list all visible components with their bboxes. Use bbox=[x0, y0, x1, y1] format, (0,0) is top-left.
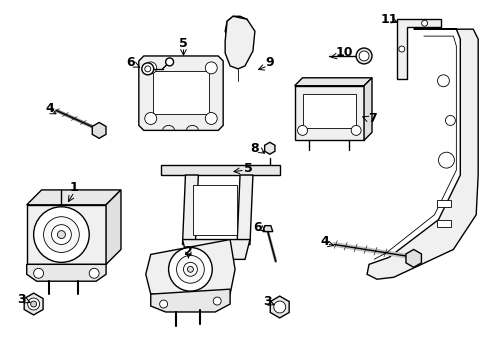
Bar bbox=[153, 71, 209, 113]
Polygon shape bbox=[161, 165, 280, 175]
Polygon shape bbox=[26, 205, 106, 264]
Polygon shape bbox=[26, 264, 106, 281]
Polygon shape bbox=[139, 56, 223, 130]
Text: 3: 3 bbox=[264, 294, 272, 307]
Bar bbox=[437, 200, 451, 207]
Circle shape bbox=[297, 125, 308, 135]
Circle shape bbox=[176, 255, 204, 283]
Circle shape bbox=[356, 48, 372, 64]
Polygon shape bbox=[92, 122, 106, 138]
Polygon shape bbox=[225, 16, 240, 41]
Text: 11: 11 bbox=[380, 13, 397, 26]
Polygon shape bbox=[182, 239, 250, 260]
Circle shape bbox=[160, 300, 168, 308]
Circle shape bbox=[421, 20, 428, 26]
Circle shape bbox=[205, 113, 217, 125]
Polygon shape bbox=[26, 190, 121, 205]
Polygon shape bbox=[364, 78, 372, 140]
Circle shape bbox=[359, 51, 369, 61]
Circle shape bbox=[210, 244, 220, 255]
Circle shape bbox=[166, 58, 173, 66]
Polygon shape bbox=[367, 29, 478, 279]
Polygon shape bbox=[263, 226, 273, 231]
Polygon shape bbox=[237, 175, 253, 244]
Polygon shape bbox=[240, 16, 250, 41]
Circle shape bbox=[351, 125, 361, 135]
Circle shape bbox=[28, 298, 40, 310]
Circle shape bbox=[31, 301, 37, 307]
Circle shape bbox=[445, 116, 455, 125]
Polygon shape bbox=[146, 239, 235, 294]
Text: 4: 4 bbox=[45, 102, 54, 115]
Circle shape bbox=[57, 231, 65, 239]
Polygon shape bbox=[294, 86, 364, 140]
Circle shape bbox=[89, 268, 99, 278]
Polygon shape bbox=[406, 249, 421, 267]
Circle shape bbox=[142, 63, 154, 75]
Circle shape bbox=[274, 301, 286, 313]
Circle shape bbox=[34, 268, 44, 278]
Text: 5: 5 bbox=[179, 37, 188, 50]
Polygon shape bbox=[182, 175, 198, 244]
Circle shape bbox=[44, 217, 79, 252]
Circle shape bbox=[438, 75, 449, 87]
Circle shape bbox=[399, 46, 405, 52]
Circle shape bbox=[34, 207, 89, 262]
Bar bbox=[437, 220, 451, 227]
Circle shape bbox=[145, 66, 151, 72]
Circle shape bbox=[213, 297, 221, 305]
Text: 7: 7 bbox=[368, 112, 376, 125]
Circle shape bbox=[145, 62, 157, 74]
Polygon shape bbox=[270, 296, 289, 318]
Polygon shape bbox=[265, 142, 275, 154]
Text: 5: 5 bbox=[244, 162, 252, 175]
Polygon shape bbox=[397, 19, 441, 79]
Circle shape bbox=[183, 262, 197, 276]
Circle shape bbox=[51, 225, 72, 244]
Polygon shape bbox=[194, 185, 237, 235]
Polygon shape bbox=[294, 78, 372, 86]
Circle shape bbox=[188, 266, 194, 272]
Text: 2: 2 bbox=[184, 245, 193, 258]
Text: 6: 6 bbox=[126, 57, 135, 69]
Bar bbox=[302, 94, 356, 129]
Polygon shape bbox=[24, 293, 43, 315]
Polygon shape bbox=[225, 16, 255, 69]
Text: 8: 8 bbox=[250, 142, 259, 155]
Text: 3: 3 bbox=[18, 293, 26, 306]
Text: 6: 6 bbox=[254, 221, 262, 234]
Polygon shape bbox=[151, 289, 230, 312]
Text: 1: 1 bbox=[70, 181, 79, 194]
Circle shape bbox=[205, 62, 217, 74]
Circle shape bbox=[145, 113, 157, 125]
Polygon shape bbox=[106, 190, 121, 264]
Text: 10: 10 bbox=[336, 46, 353, 59]
Circle shape bbox=[169, 247, 212, 291]
Circle shape bbox=[439, 152, 454, 168]
Text: 9: 9 bbox=[266, 57, 274, 69]
Text: 4: 4 bbox=[320, 235, 329, 248]
